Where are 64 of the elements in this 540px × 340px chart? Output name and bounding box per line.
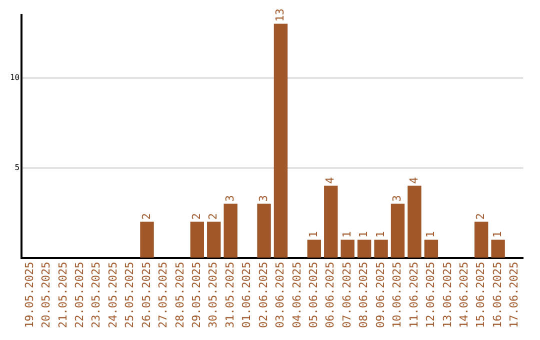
x-tick-label: 04.06.2025 [290, 262, 304, 328]
data-label: 4 [324, 176, 337, 184]
x-tick-label: 29.05.2025 [190, 262, 204, 328]
bar [491, 240, 505, 258]
x-tick-label: 13.06.2025 [440, 262, 454, 328]
x-tick-label: 22.05.2025 [73, 262, 86, 328]
bar [140, 222, 154, 258]
x-tick-label: 28.05.2025 [173, 262, 186, 328]
bar [474, 222, 488, 258]
data-label: 2 [190, 213, 204, 220]
x-tick-label: 20.05.2025 [40, 262, 53, 328]
x-tick-label: 19.05.2025 [22, 262, 36, 328]
x-tick-label: 25.05.2025 [123, 262, 136, 328]
x-tick-label: 11.06.2025 [407, 262, 420, 328]
bar [424, 240, 438, 258]
x-tick-label: 05.06.2025 [307, 262, 320, 328]
y-tick-label: 5 [14, 162, 20, 172]
x-tick-label: 27.05.2025 [156, 262, 170, 328]
bar [307, 240, 322, 258]
x-tick-label: 26.05.2025 [140, 262, 153, 328]
x-tick-label: 16.06.2025 [490, 262, 504, 328]
data-label: 2 [140, 213, 153, 220]
data-label: 2 [206, 213, 220, 220]
data-label: 3 [223, 195, 236, 202]
bar [324, 186, 338, 258]
x-tick-label: 21.05.2025 [56, 262, 70, 328]
bar [340, 240, 354, 258]
data-label: 1 [357, 231, 370, 238]
x-tick-label: 15.06.2025 [474, 262, 488, 328]
x-tick-label: 02.06.2025 [256, 262, 270, 328]
bar [357, 240, 372, 258]
x-tick-label: 03.06.2025 [274, 262, 287, 328]
data-label: 2 [474, 213, 488, 220]
data-label: 1 [340, 231, 354, 238]
x-tick-label: 12.06.2025 [424, 262, 438, 328]
bar [224, 204, 238, 258]
x-tick-label: 31.05.2025 [223, 262, 236, 328]
x-tick-label: 17.06.2025 [508, 262, 521, 328]
bar [408, 186, 422, 258]
data-label: 4 [407, 176, 420, 184]
bar [374, 240, 388, 258]
x-tick-label: 14.06.2025 [457, 262, 470, 328]
bar [207, 222, 221, 258]
data-label: 3 [390, 195, 404, 202]
x-tick-label: 24.05.2025 [106, 262, 120, 328]
x-tick-label: 10.06.2025 [390, 262, 404, 328]
x-tick-label: 23.05.2025 [90, 262, 103, 328]
bar [257, 204, 271, 258]
x-tick-label: 08.06.2025 [357, 262, 370, 328]
data-label: 1 [374, 231, 387, 238]
data-label: 3 [256, 195, 270, 202]
data-label: 1 [307, 231, 320, 238]
x-tick-label: 06.06.2025 [324, 262, 337, 328]
data-label: 13 [274, 8, 287, 22]
x-tick-label: 07.06.2025 [340, 262, 354, 328]
x-tick-label: 01.06.2025 [240, 262, 254, 328]
data-label: 1 [490, 231, 504, 238]
bar [390, 204, 405, 258]
x-tick-label: 09.06.2025 [374, 262, 387, 328]
y-tick-label: 10 [10, 72, 20, 82]
data-label: 1 [424, 231, 438, 238]
bar [190, 222, 204, 258]
bar [274, 24, 288, 258]
x-tick-label: 30.05.2025 [206, 262, 220, 328]
